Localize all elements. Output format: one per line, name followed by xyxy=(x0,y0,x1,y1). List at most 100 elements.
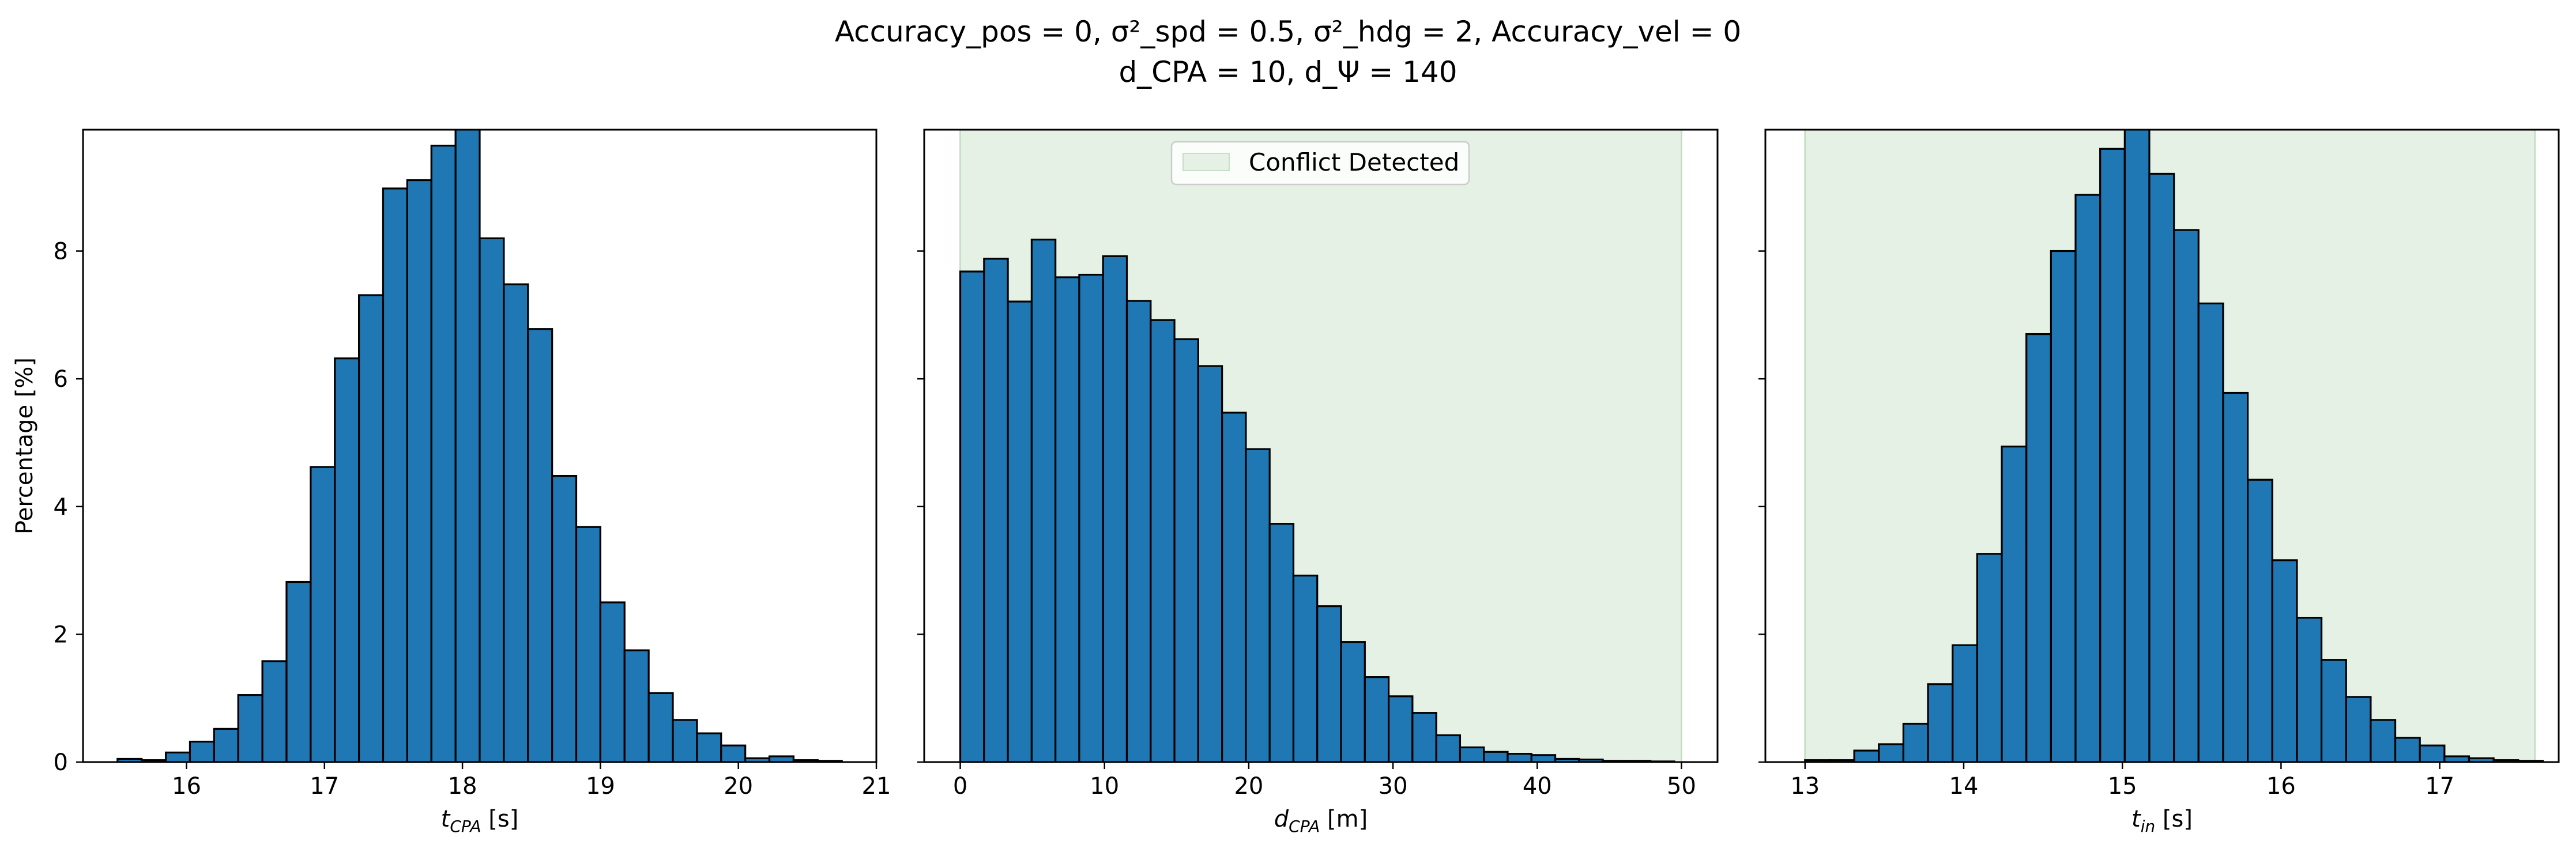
figure-title: Accuracy_pos = 0, σ²_spd = 0.5, σ²_hdg =… xyxy=(835,15,1741,89)
y-tick-label: 6 xyxy=(54,366,68,393)
histogram-bar xyxy=(1292,574,1319,762)
histogram-bar xyxy=(672,719,698,762)
histogram-bar xyxy=(2025,333,2052,762)
axes-frame xyxy=(1764,129,2560,763)
x-tick-label: 16 xyxy=(172,773,201,800)
histogram-bar xyxy=(2370,719,2397,762)
histogram-bar xyxy=(2148,172,2175,762)
histogram-bar xyxy=(696,732,722,762)
x-tick-label: 18 xyxy=(448,773,477,800)
histogram-bar xyxy=(1364,676,1390,762)
x-tick-label: 14 xyxy=(1949,773,1979,800)
histogram-bar xyxy=(164,751,191,762)
histogram-bar xyxy=(1125,300,1152,762)
histogram-bar xyxy=(261,660,288,762)
histogram-bar xyxy=(1976,553,2003,762)
histogram-bar xyxy=(2099,148,2126,762)
y-tick-label: 0 xyxy=(54,749,68,776)
histogram-bar xyxy=(1245,448,1271,762)
y-axis-label: Percentage [%] xyxy=(12,357,38,534)
y-tick-label: 8 xyxy=(54,239,68,265)
histogram-bar xyxy=(2394,737,2421,762)
x-tick-label: 17 xyxy=(310,773,339,800)
histogram-bar xyxy=(1459,746,1485,762)
histogram-bar xyxy=(623,649,650,762)
histogram-bar xyxy=(1507,752,1532,762)
histogram-bar xyxy=(382,187,408,762)
x-tick-label: 30 xyxy=(1379,773,1408,800)
x-tick-label: 50 xyxy=(1667,773,1696,800)
histogram-bar xyxy=(1853,749,1880,762)
histogram-bar xyxy=(1268,523,1295,762)
legend-swatch xyxy=(1182,153,1230,171)
histogram-bar xyxy=(1483,751,1509,762)
histogram-bar xyxy=(983,258,1009,762)
tin-histogram-panel: 13 14 15 16 17 tin [s] xyxy=(1758,129,2560,836)
histogram-bar xyxy=(1150,319,1176,762)
histogram-bar xyxy=(406,179,432,762)
histogram-bar xyxy=(2173,229,2200,762)
histogram-bar xyxy=(1340,641,1366,762)
x-axis-label: tin [s] xyxy=(2131,806,2193,836)
histogram-bar xyxy=(2123,130,2151,762)
axes-frame xyxy=(923,129,1719,763)
histogram-bar xyxy=(2197,302,2224,762)
histogram-bar xyxy=(430,145,457,762)
title-line-2: d_CPA = 10, d_Ψ = 140 xyxy=(1118,55,1457,89)
histogram-bar xyxy=(599,601,626,762)
histogram-bar xyxy=(358,294,385,762)
x-tick-label: 16 xyxy=(2266,773,2296,800)
histogram-bar xyxy=(2001,446,2028,762)
histogram-bars xyxy=(1804,130,2544,762)
histogram-bar xyxy=(2320,659,2347,762)
histogram-bar xyxy=(285,580,312,762)
histogram-bar xyxy=(1902,722,1929,762)
x-tick-label: 17 xyxy=(2425,773,2454,800)
x-tick-label: 19 xyxy=(586,773,615,800)
histogram-bar xyxy=(527,328,553,762)
histogram-bar xyxy=(2050,250,2077,762)
histogram-bar xyxy=(237,694,263,762)
x-tick-label: 13 xyxy=(1790,773,1820,800)
x-tick-label: 20 xyxy=(1234,773,1263,800)
histogram-bar xyxy=(2247,478,2273,762)
histogram-bar xyxy=(647,692,674,762)
histogram-bar xyxy=(959,270,985,762)
histogram-bar xyxy=(1102,255,1128,762)
y-tick-label: 4 xyxy=(54,494,68,521)
x-tick-label: 15 xyxy=(2108,773,2137,800)
histogram-bar xyxy=(2296,616,2323,762)
histogram-bars xyxy=(959,238,1675,762)
histogram-bar xyxy=(310,466,336,762)
histogram-bar xyxy=(1007,300,1033,762)
histogram-bar xyxy=(720,744,747,762)
x-tick-label: 21 xyxy=(862,773,891,800)
histogram-bar xyxy=(454,130,481,762)
title-line-1: Accuracy_pos = 0, σ²_spd = 0.5, σ²_hdg =… xyxy=(835,15,1741,48)
tcpa-histogram-panel: 16 17 18 19 20 21 0 2 4 6 8 tCPA [s] Percentage [%] xyxy=(12,129,891,836)
x-tick-label: 10 xyxy=(1090,773,1119,800)
x-tick-label: 0 xyxy=(953,773,967,800)
histogram-bar xyxy=(1411,712,1437,762)
histogram-bar xyxy=(1030,238,1057,762)
histogram-bar xyxy=(189,740,215,762)
histogram-bar xyxy=(1387,695,1414,762)
histogram-bar xyxy=(551,474,578,762)
histogram-bars xyxy=(116,130,843,762)
histogram-bar xyxy=(1435,734,1462,762)
histogram-bar xyxy=(1878,743,1905,762)
histogram-bar xyxy=(575,526,601,762)
histogram-bar xyxy=(1530,754,1557,762)
histogram-bar xyxy=(1078,273,1104,762)
histogram-bar xyxy=(1316,605,1342,762)
histogram-bar xyxy=(479,237,505,762)
x-tick-label: 40 xyxy=(1523,773,1552,800)
histogram-bar xyxy=(2074,194,2102,762)
histogram-bar xyxy=(2222,391,2249,762)
histogram-bar xyxy=(2271,559,2298,762)
histogram-bar xyxy=(1054,276,1080,762)
dcpa-histogram-panel: 0 10 20 30 40 50 dCPA [m] Conflict Detected xyxy=(917,129,1719,836)
y-tick-label: 2 xyxy=(54,621,68,648)
histogram-bar xyxy=(1221,412,1247,762)
